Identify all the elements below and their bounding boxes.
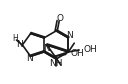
Text: N: N [16, 40, 23, 49]
Text: N: N [43, 44, 50, 53]
Text: O: O [56, 14, 63, 23]
Text: N: N [26, 54, 33, 63]
Text: OH: OH [70, 49, 84, 58]
Text: H: H [12, 34, 18, 43]
Text: OH: OH [83, 45, 97, 54]
Text: NH: NH [49, 59, 63, 68]
Text: N: N [67, 31, 73, 40]
